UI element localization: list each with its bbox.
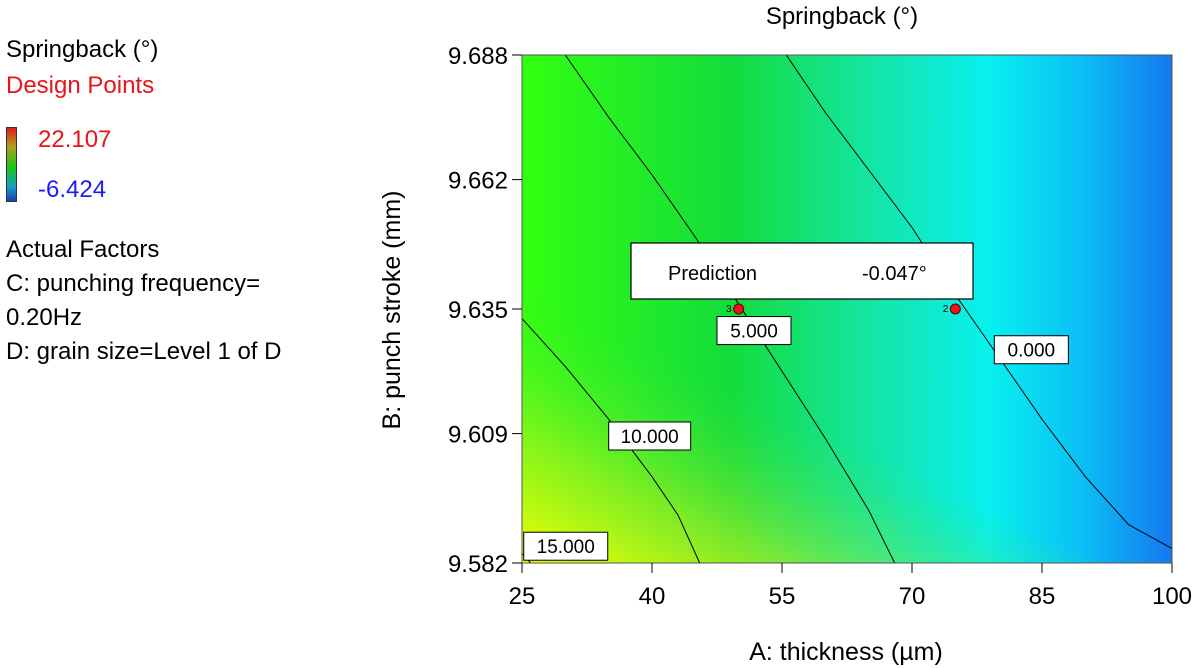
legend-factor-c-line2: 0.20Hz xyxy=(6,304,83,331)
contour-line-3 xyxy=(785,54,1173,550)
x-tick-label-2: 55 xyxy=(769,583,796,610)
x-tick-label-0: 25 xyxy=(509,583,536,610)
legend-panel: Springback (°) Design Points 22.107 -6.4… xyxy=(0,0,350,380)
x-tick-label-1: 40 xyxy=(639,583,666,610)
svg-text:15.000: 15.000 xyxy=(537,537,595,558)
contour-label-2: 5.000 xyxy=(716,316,792,346)
y-tick-label-1: 9.609 xyxy=(448,422,508,449)
legend-max-value: 22.107 xyxy=(38,126,112,153)
contour-label-0: 15.000 xyxy=(523,531,609,561)
legend-factors-heading: Actual Factors xyxy=(6,236,160,263)
chart-title: Springback (°) xyxy=(766,3,918,30)
legend-design-points-label: Design Points xyxy=(6,72,155,99)
legend-factor-d: D: grain size=Level 1 of D xyxy=(6,338,282,365)
y-tick-label-0: 9.582 xyxy=(448,551,508,578)
y-axis-label: B: punch stroke (mm) xyxy=(378,191,406,430)
svg-text:10.000: 10.000 xyxy=(621,427,679,448)
legend-factor-c-line1: C: punching frequency= xyxy=(6,270,261,297)
x-tick-label-3: 70 xyxy=(899,583,926,610)
contour-label-3: 0.000 xyxy=(993,335,1069,365)
y-tick-label-3: 9.662 xyxy=(448,168,508,195)
design-point-1 xyxy=(949,303,961,315)
x-tick-label-4: 85 xyxy=(1029,583,1056,610)
design-point-label-0: 3 xyxy=(726,304,732,315)
legend-min-value: -6.424 xyxy=(38,176,107,203)
plot-area xyxy=(522,55,1172,563)
y-tick-label-2: 9.635 xyxy=(448,297,508,324)
legend-response-label: Springback (°) xyxy=(6,36,159,63)
color-scale-bar xyxy=(6,127,17,202)
prediction-tooltip: Prediction -0.047° xyxy=(630,242,974,300)
svg-text:5.000: 5.000 xyxy=(730,322,778,343)
y-tick-label-4: 9.688 xyxy=(448,43,508,70)
contour-label-1: 10.000 xyxy=(608,421,692,451)
x-axis-label: A: thickness (µm) xyxy=(749,638,943,666)
svg-text:0.000: 0.000 xyxy=(1008,341,1056,362)
prediction-label: Prediction xyxy=(668,263,757,285)
prediction-value: -0.047° xyxy=(862,263,927,285)
design-point-0 xyxy=(733,303,745,315)
design-point-label-1: 2 xyxy=(943,304,949,315)
x-tick-label-5: 100 xyxy=(1152,583,1192,610)
